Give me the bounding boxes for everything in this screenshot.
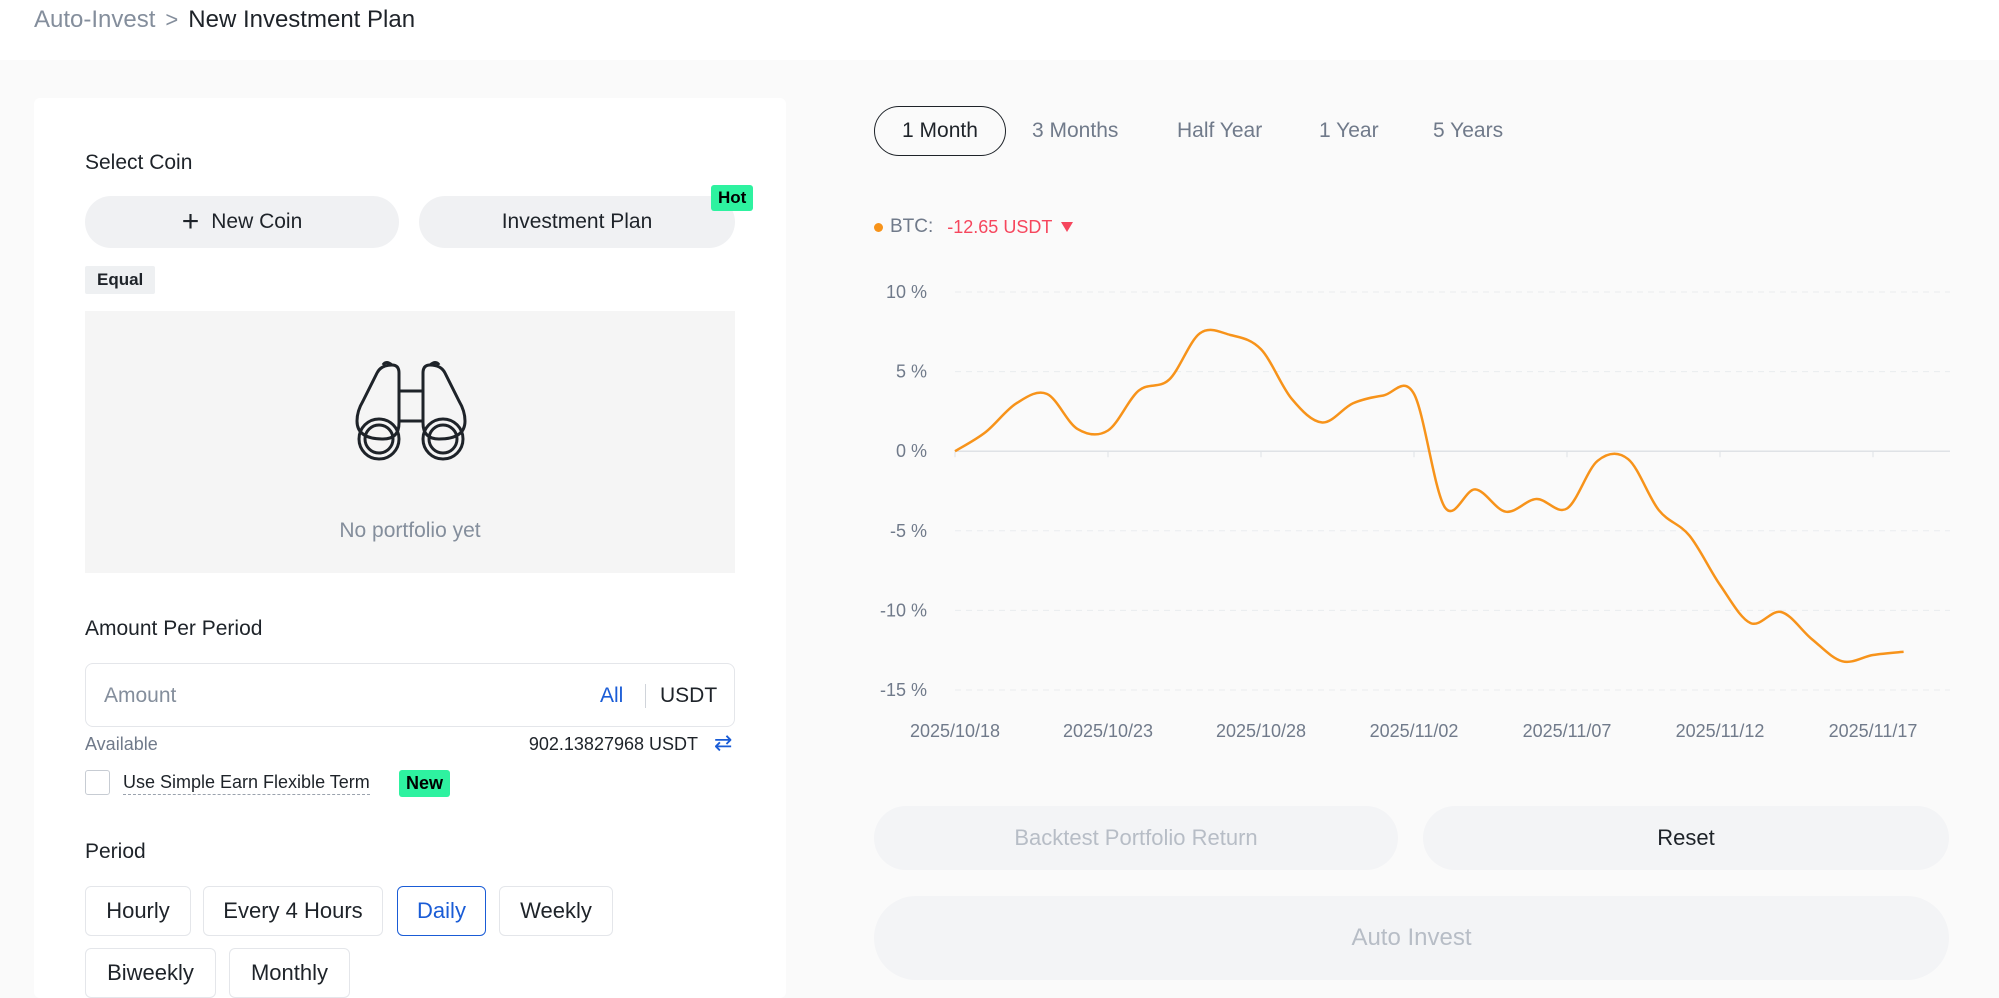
simple-earn-checkbox[interactable] bbox=[85, 770, 110, 795]
range-tab-half-year[interactable]: Half Year bbox=[1177, 119, 1263, 142]
equal-tag: Equal bbox=[85, 266, 156, 294]
x-tick-label: 2025/11/17 bbox=[1829, 721, 1918, 741]
breadcrumb-separator: > bbox=[165, 7, 179, 32]
breadcrumb: Auto-Invest > New Investment Plan bbox=[34, 6, 415, 34]
divider bbox=[645, 684, 646, 708]
investment-plan-button[interactable]: Investment Plan bbox=[419, 196, 735, 248]
series-line-btc bbox=[954, 328, 1904, 664]
period-label: Period bbox=[85, 840, 146, 863]
binoculars-icon bbox=[355, 361, 467, 461]
range-tab-1-month[interactable]: 1 Month bbox=[874, 106, 1006, 156]
plus-icon: + bbox=[181, 205, 200, 238]
breadcrumb-parent-link[interactable]: Auto-Invest bbox=[34, 6, 156, 33]
empty-portfolio-box: No portfolio yet bbox=[85, 311, 735, 573]
hot-badge: Hot bbox=[711, 185, 754, 211]
amount-input[interactable]: Amount All USDT bbox=[85, 663, 735, 727]
new-coin-label: New Coin bbox=[211, 210, 303, 233]
plan-config-panel: Select Coin + New Coin Investment Plan H… bbox=[34, 98, 786, 998]
x-tick-label: 2025/11/02 bbox=[1370, 721, 1459, 741]
available-balance: 902.13827968 USDT bbox=[528, 734, 698, 754]
x-tick-label: 2025/11/07 bbox=[1523, 721, 1612, 741]
y-tick-label: 0 % bbox=[896, 441, 927, 461]
y-tick-label: -10 % bbox=[880, 600, 927, 620]
new-badge: New bbox=[399, 770, 451, 797]
simple-earn-label[interactable]: Use Simple Earn Flexible Term bbox=[123, 772, 370, 795]
period-option-daily[interactable]: Daily bbox=[397, 886, 486, 936]
y-tick-label: -5 % bbox=[890, 521, 927, 541]
x-tick-label: 2025/10/23 bbox=[1063, 721, 1153, 741]
y-tick-label: -15 % bbox=[880, 680, 927, 700]
period-option-biweekly[interactable]: Biweekly bbox=[85, 948, 216, 998]
x-tick-label: 2025/10/18 bbox=[910, 721, 1000, 741]
x-tick-label: 2025/11/12 bbox=[1676, 721, 1765, 741]
auto-invest-button[interactable]: Auto Invest bbox=[874, 896, 1949, 980]
legend-value: -12.65 USDT bbox=[947, 216, 1053, 237]
period-option-every-4-hours[interactable]: Every 4 Hours bbox=[203, 886, 383, 936]
y-tick-label: 10 % bbox=[886, 282, 927, 302]
page-title: New Investment Plan bbox=[188, 6, 416, 33]
chart-legend: BTC: -12.65 USDT bbox=[874, 216, 1074, 238]
x-tick-label: 2025/10/28 bbox=[1216, 721, 1306, 741]
header-bar: Auto-Invest > New Investment Plan bbox=[0, 0, 1999, 60]
y-tick-label: 5 % bbox=[896, 362, 927, 382]
reset-button[interactable]: Reset bbox=[1423, 806, 1949, 870]
backtest-line-chart: 10 % 5 % 0 % -5 % -10 % -15 % 2025/10/18 2025/1… bbox=[880, 282, 1950, 741]
new-coin-button[interactable]: + New Coin bbox=[85, 196, 399, 248]
currency-unit: USDT bbox=[660, 684, 718, 707]
period-option-weekly[interactable]: Weekly bbox=[499, 886, 613, 936]
down-triangle-icon bbox=[1061, 222, 1074, 232]
range-tab-1-year[interactable]: 1 Year bbox=[1319, 119, 1379, 142]
empty-portfolio-text: No portfolio yet bbox=[339, 519, 481, 542]
legend-dot bbox=[874, 222, 883, 232]
range-tab-3-months[interactable]: 3 Months bbox=[1032, 119, 1119, 142]
investment-plan-label: Investment Plan bbox=[501, 210, 653, 233]
backtest-portfolio-return-button[interactable]: Backtest Portfolio Return bbox=[874, 806, 1398, 870]
legend-name: BTC: bbox=[890, 216, 934, 237]
select-coin-label: Select Coin bbox=[85, 151, 193, 174]
all-button[interactable]: All bbox=[600, 684, 624, 707]
available-label: Available bbox=[85, 734, 158, 754]
amount-placeholder: Amount bbox=[104, 684, 177, 707]
transfer-icon[interactable]: ⇄ bbox=[714, 730, 733, 755]
period-option-hourly[interactable]: Hourly bbox=[85, 886, 191, 936]
amount-per-period-label: Amount Per Period bbox=[85, 617, 263, 640]
range-tab-5-years[interactable]: 5 Years bbox=[1433, 119, 1504, 142]
period-option-monthly[interactable]: Monthly bbox=[229, 948, 350, 998]
